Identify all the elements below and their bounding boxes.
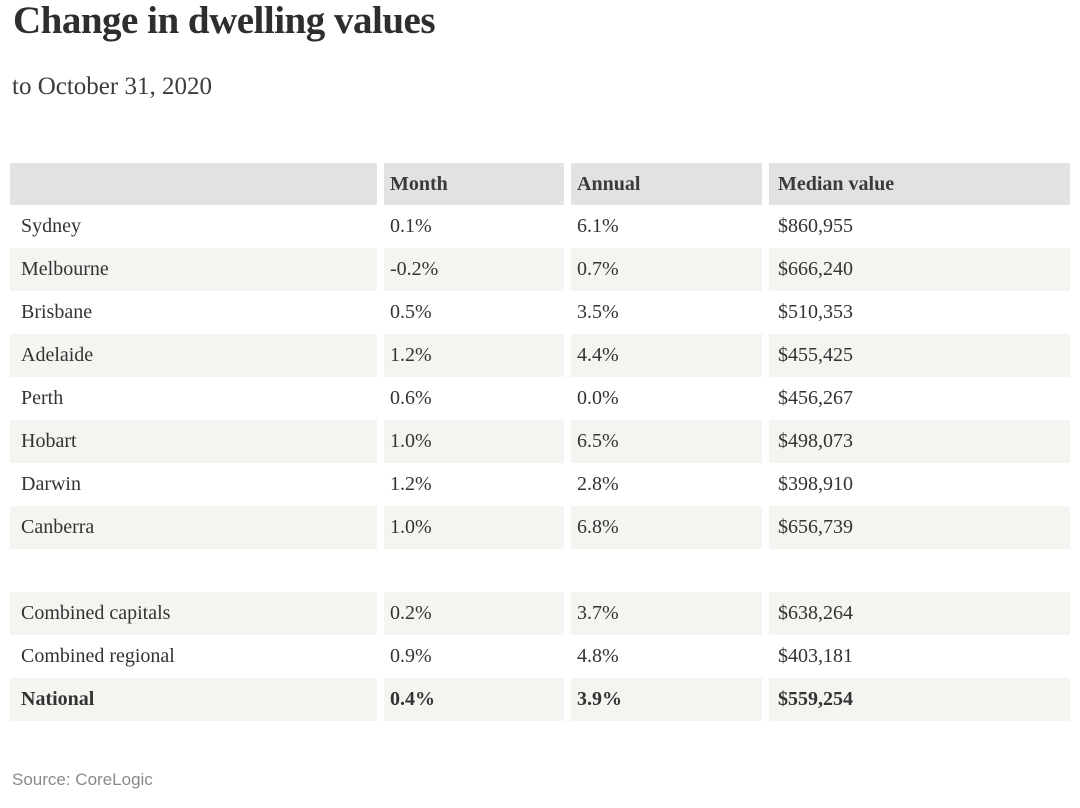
region-cell: Canberra [10, 506, 377, 549]
page-title: Change in dwelling values [13, 0, 436, 42]
annual-cell: 6.8% [571, 506, 762, 549]
month-cell: 0.2% [384, 592, 564, 635]
col-header-annual: Annual [571, 163, 762, 205]
col-header-month: Month [384, 163, 564, 205]
median-value-cell: $666,240 [769, 248, 1070, 291]
median-value-cell: $498,073 [769, 420, 1070, 463]
region-cell: Combined capitals [10, 592, 377, 635]
annual-cell: 3.7% [571, 592, 762, 635]
col-header-region [10, 163, 377, 205]
source-credit: Source: CoreLogic [12, 770, 153, 789]
annual-cell: 6.5% [571, 420, 762, 463]
table-row-combined-regional: Combined regional 0.9% 4.8% $403,181 [10, 635, 1070, 678]
month-cell: 0.5% [390, 301, 432, 323]
table-row-national: National 0.4% 3.9% $559,254 [10, 678, 1070, 721]
table-spacer-row [10, 549, 1070, 592]
month-cell: 1.0% [384, 420, 564, 463]
month-cell: 0.9% [390, 645, 432, 667]
region-cell: Darwin [21, 473, 81, 495]
annual-cell: 0.7% [571, 248, 762, 291]
dwelling-values-table: Month Annual Median value Sydney 0.1% 6.… [10, 163, 1070, 721]
region-cell: Melbourne [10, 248, 377, 291]
annual-cell: 4.4% [571, 334, 762, 377]
median-value-cell: $559,254 [769, 678, 1070, 721]
month-cell: 0.6% [390, 387, 432, 409]
month-cell: 0.4% [384, 678, 564, 721]
region-cell: Perth [21, 387, 64, 409]
median-value-cell: $403,181 [778, 645, 853, 667]
table-row-adelaide: Adelaide 1.2% 4.4% $455,425 [10, 334, 1070, 377]
month-cell: 1.2% [390, 473, 432, 495]
table-row-perth: Perth 0.6% 0.0% $456,267 [10, 377, 1070, 420]
annual-cell: 3.5% [577, 301, 619, 323]
page-subtitle: to October 31, 2020 [12, 73, 212, 100]
month-cell: 0.1% [390, 215, 432, 237]
table-row-sydney: Sydney 0.1% 6.1% $860,955 [10, 205, 1070, 248]
header-row: Month Annual Median value [10, 163, 1070, 205]
median-value-cell: $456,267 [778, 387, 853, 409]
region-cell: Brisbane [21, 301, 93, 323]
annual-cell: 3.9% [571, 678, 762, 721]
annual-cell: 0.0% [577, 387, 619, 409]
median-value-cell: $455,425 [769, 334, 1070, 377]
annual-cell: 6.1% [577, 215, 619, 237]
table-row-canberra: Canberra 1.0% 6.8% $656,739 [10, 506, 1070, 549]
col-header-median-value: Median value [769, 163, 1070, 205]
table-row-brisbane: Brisbane 0.5% 3.5% $510,353 [10, 291, 1070, 334]
median-value-cell: $510,353 [778, 301, 853, 323]
month-cell: -0.2% [384, 248, 564, 291]
region-cell: Sydney [21, 215, 81, 237]
median-value-cell: $638,264 [769, 592, 1070, 635]
region-cell: National [10, 678, 377, 721]
region-cell: Combined regional [21, 645, 175, 667]
median-value-cell: $860,955 [778, 215, 853, 237]
median-value-cell: $656,739 [769, 506, 1070, 549]
region-cell: Adelaide [10, 334, 377, 377]
month-cell: 1.0% [384, 506, 564, 549]
table-row-combined-capitals: Combined capitals 0.2% 3.7% $638,264 [10, 592, 1070, 635]
table-row-melbourne: Melbourne -0.2% 0.7% $666,240 [10, 248, 1070, 291]
median-value-cell: $398,910 [778, 473, 853, 495]
annual-cell: 4.8% [577, 645, 619, 667]
table-row-hobart: Hobart 1.0% 6.5% $498,073 [10, 420, 1070, 463]
annual-cell: 2.8% [577, 473, 619, 495]
table-row-darwin: Darwin 1.2% 2.8% $398,910 [10, 463, 1070, 506]
month-cell: 1.2% [384, 334, 564, 377]
region-cell: Hobart [10, 420, 377, 463]
